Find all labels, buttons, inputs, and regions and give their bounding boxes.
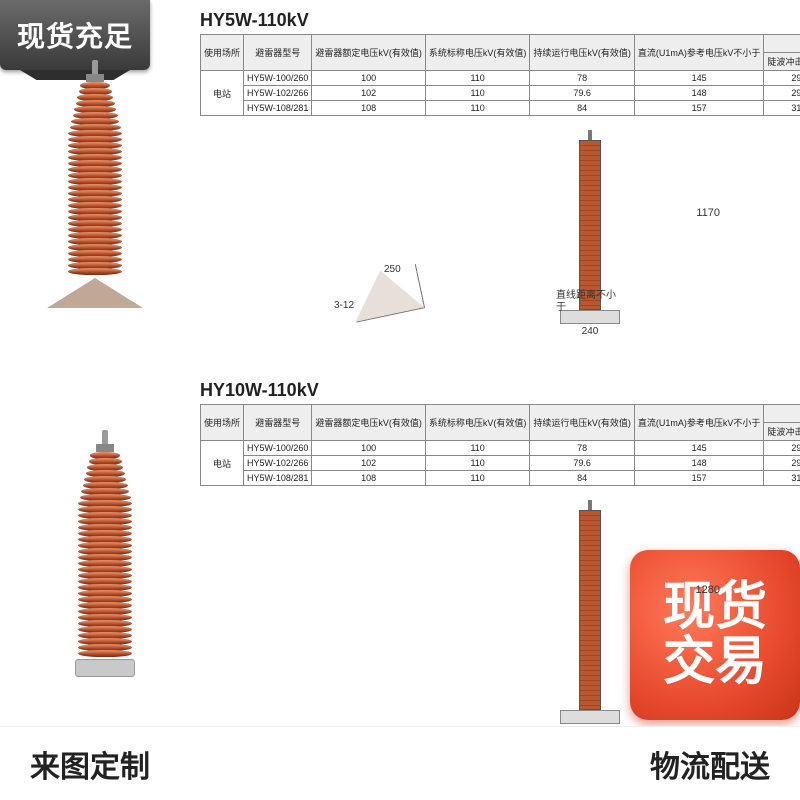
table-row: 电站HY5W-100/26010011078145291260221400655…: [201, 71, 800, 86]
cell: HY5W-100/260: [244, 441, 312, 456]
cell: 315: [764, 471, 800, 486]
cell: 110: [425, 86, 530, 101]
dim-tip: [588, 500, 592, 510]
col-sys-v: 系统标称电压kV(有效值): [425, 405, 530, 441]
table-row: 使用场所 避雷器型号 避雷器额定电压kV(有效值) 系统标称电压kV(有效值) …: [201, 35, 800, 53]
arrester-tip: [102, 430, 108, 444]
dim-height-label-1: 1170: [696, 207, 720, 219]
bottom-bar: 来图定制 物流配送: [0, 726, 800, 800]
cell: HY5W-108/281: [244, 471, 312, 486]
col-place: 使用场所: [201, 405, 244, 441]
table2-body: 电站HY5W-100/26010011078145291260221601005…: [201, 441, 800, 486]
dim-base-width-1: 240: [582, 326, 599, 337]
base-plan-sketch: 250 3-12: [350, 270, 470, 350]
cell: 291: [764, 71, 800, 86]
col-steep: 陡波冲击电流下: [764, 423, 800, 441]
cell-place: 电站: [201, 71, 244, 116]
col-rated-v: 避雷器额定电压kV(有效值): [312, 35, 426, 71]
arrester-base-cyl: [75, 659, 135, 677]
col-cont-v: 持续运行电压kV(有效值): [530, 35, 635, 71]
col-model: 避雷器型号: [244, 405, 312, 441]
cell: 78: [530, 71, 635, 86]
cell: 102: [312, 456, 426, 471]
cell: 148: [634, 86, 764, 101]
table-row: 电站HY5W-100/26010011078145291260221601005…: [201, 441, 800, 456]
arrester-stack-1: [60, 83, 130, 275]
cell: 157: [634, 101, 764, 116]
section1-title: HY5W-110kV: [200, 10, 309, 31]
col-cont-v: 持续运行电压kV(有效值): [530, 405, 635, 441]
cell: 110: [425, 456, 530, 471]
cell: 145: [634, 71, 764, 86]
dim-body-1: [579, 140, 601, 310]
col-dc-ref: 直流(U1mA)参考电压kV不小于: [634, 35, 764, 71]
col-place: 使用场所: [201, 35, 244, 71]
cell: 110: [425, 471, 530, 486]
arrester-base-tri: [47, 278, 143, 308]
spec-table-2: 使用场所 避雷器型号 避雷器额定电压kV(有效值) 系统标称电压kV(有效值) …: [200, 404, 800, 486]
cell: 78: [530, 441, 635, 456]
cell: 84: [530, 471, 635, 486]
cell: HY5W-108/281: [244, 101, 312, 116]
dim-foot: [560, 710, 620, 724]
plan-dim-3-12: 3-12: [334, 300, 354, 311]
cell: 84: [530, 101, 635, 116]
cell: 108: [312, 101, 426, 116]
table-row: HY5W-108/28110811084157315281239: [201, 101, 800, 116]
bottom-right-text: 物流配送: [650, 742, 770, 786]
bottom-left-text: 来图定制: [30, 742, 150, 786]
cell: HY5W-102/266: [244, 86, 312, 101]
cell: 157: [634, 471, 764, 486]
col-sys-v: 系统标称电压kV(有效值): [425, 35, 530, 71]
col-dc-ref: 直流(U1mA)参考电压kV不小于: [634, 405, 764, 441]
dim-body-2: [579, 510, 601, 710]
col-rated-v: 避雷器额定电压kV(有效值): [312, 405, 426, 441]
cell: 79.6: [530, 456, 635, 471]
cell: 291: [764, 441, 800, 456]
creepage-note: 直线距离不小于: [556, 290, 616, 314]
arrester-tip: [92, 60, 98, 74]
arrester-cap: [86, 74, 104, 82]
cell: 102: [312, 86, 426, 101]
arrester-photo-2: [70, 430, 140, 677]
cell: 110: [425, 71, 530, 86]
cell: HY5W-100/260: [244, 71, 312, 86]
arrester-disc: [68, 268, 122, 275]
cell: 108: [312, 471, 426, 486]
table1-body: 电站HY5W-100/26010011078145291260221400655…: [201, 71, 800, 116]
arrester-cap: [96, 444, 114, 452]
arrester-stack-2: [70, 453, 140, 657]
col-model: 避雷器型号: [244, 35, 312, 71]
arrester-photo-1: [60, 60, 130, 308]
col-group-resv: 最大残压kV(峰值): [764, 405, 800, 423]
cell: 79.6: [530, 86, 635, 101]
cell: 110: [425, 441, 530, 456]
cell: 297: [764, 456, 800, 471]
dim-tip: [588, 130, 592, 140]
table-row: HY5W-102/26610211079.6148297266226: [201, 86, 800, 101]
arrester-disc: [78, 650, 132, 657]
cell: 145: [634, 441, 764, 456]
dim-height-label-2: 1280: [696, 584, 720, 596]
table-row: HY5W-108/28110811084157315281239: [201, 471, 800, 486]
table-row: HY5W-102/26610211079.6148297266226: [201, 456, 800, 471]
cell: 110: [425, 101, 530, 116]
cell: 148: [634, 456, 764, 471]
cell-place: 电站: [201, 441, 244, 486]
section2-title: HY10W-110kV: [200, 380, 319, 401]
cell: 100: [312, 71, 426, 86]
cell: 297: [764, 86, 800, 101]
plan-dim-250: 250: [384, 264, 401, 275]
spec-table-1: 使用场所 避雷器型号 避雷器额定电压kV(有效值) 系统标称电压kV(有效值) …: [200, 34, 800, 116]
cell: 100: [312, 441, 426, 456]
dim-draw: 1280: [470, 500, 710, 724]
cell: HY5W-102/266: [244, 456, 312, 471]
col-steep: 陡波冲击电流下: [764, 53, 800, 71]
col-group-resv: 最大残压kV(峰值): [764, 35, 800, 53]
cell: 315: [764, 101, 800, 116]
table-row: 使用场所 避雷器型号 避雷器额定电压kV(有效值) 系统标称电压kV(有效值) …: [201, 405, 800, 423]
